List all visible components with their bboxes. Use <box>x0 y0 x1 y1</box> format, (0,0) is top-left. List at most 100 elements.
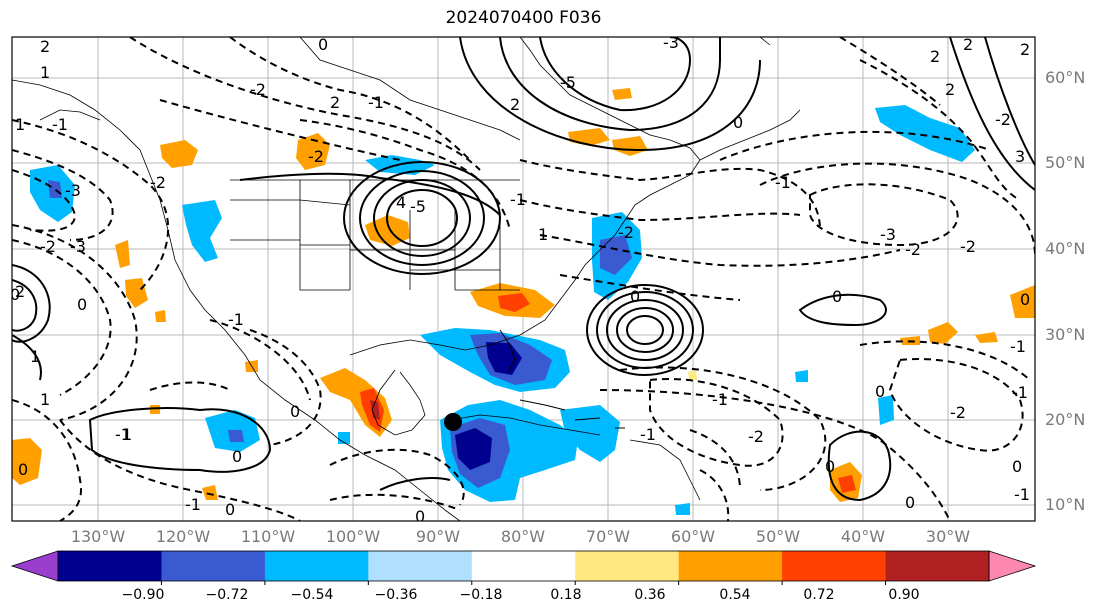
location-marker <box>444 413 462 431</box>
colorbar-swatch <box>161 551 266 581</box>
coastlines <box>12 37 801 521</box>
dashed-contours <box>12 37 1035 521</box>
lon-label-60w: 60°W <box>670 527 716 546</box>
colorbar-tick-label: 0.36 <box>634 587 666 603</box>
contour-label: -2 <box>40 237 56 256</box>
contour-label: 1 <box>40 63 50 82</box>
lon-label-110w: 110°W <box>240 527 296 546</box>
contour-label: -2 <box>618 223 634 242</box>
lon-label-50w: 50°W <box>755 527 801 546</box>
contour-label: 2 <box>945 80 955 99</box>
contour-label: -1 <box>228 310 244 329</box>
colorbar-swatch <box>575 551 680 581</box>
contour-label: 1 <box>30 347 40 366</box>
lat-label-30n: 30°N <box>1045 325 1086 344</box>
contour-labels: 2 2 0 -1 2 1 2 -3 2 2 -5 -2 2 -2 -1 1 0 … <box>12 33 1030 526</box>
colorbar-tick-label: −0.36 <box>374 587 418 603</box>
colorbar-tick-label: 0.72 <box>803 587 835 603</box>
contour-label: -1 <box>510 190 526 209</box>
colorbar-under-extension <box>10 550 59 582</box>
colorbar-swatch <box>58 551 162 581</box>
contour-label: -5 <box>560 73 576 92</box>
map-title: 2024070400 F036 <box>445 8 602 28</box>
contour-label: -2 <box>960 237 976 256</box>
solid-contours <box>12 37 1035 502</box>
contour-label: 0 <box>77 295 87 314</box>
colorbar-swatch <box>471 551 576 581</box>
contour-label: -1 <box>185 495 201 514</box>
contour-label: 0 <box>825 457 835 476</box>
contour-label: -2 <box>748 427 764 446</box>
contour-label: 0 <box>905 493 915 512</box>
colorbar-frame <box>57 550 990 582</box>
contour-label: -2 <box>905 240 921 259</box>
lon-label-30w: 30°W <box>925 527 971 546</box>
colorbar-swatch <box>678 551 783 581</box>
contour-label: 0 <box>630 287 640 306</box>
contour-label: 0 <box>318 35 328 54</box>
contour-label: 2 <box>510 95 520 114</box>
contour-label: 2 <box>330 93 340 112</box>
lat-label-40n: 40°N <box>1045 239 1086 258</box>
colorbar-tick-label: −0.18 <box>459 587 503 603</box>
colorbar-tick-label: −0.72 <box>205 587 249 603</box>
lat-label-20n: 20°N <box>1045 410 1086 429</box>
contour-label: 1 <box>538 225 548 244</box>
contour-label: -1 <box>775 173 791 192</box>
contour-label: 0 <box>1012 457 1022 476</box>
contour-label: 2 <box>963 35 973 54</box>
contour-label: 3 <box>1015 147 1025 166</box>
lat-label-10n: 10°N <box>1045 495 1086 514</box>
contour-label: -3 <box>663 33 679 52</box>
contour-label: -3 <box>880 225 896 244</box>
contour-label: -1 <box>115 425 131 444</box>
contour-label: 0 <box>18 460 28 479</box>
contour-label: 0 <box>832 287 842 306</box>
colorbar-tick-label: 0.18 <box>550 587 582 603</box>
contour-label: 2 <box>40 37 50 56</box>
colorbar-swatch <box>782 551 887 581</box>
contour-label: -2 <box>308 147 324 166</box>
contour-label: 0 <box>290 402 300 421</box>
contour-label: -1 <box>1014 485 1030 504</box>
colorbar-swatch <box>264 551 369 581</box>
contour-label: -5 <box>410 197 426 216</box>
contour-label: -3 <box>65 181 81 200</box>
colorbar-swatch <box>885 551 990 581</box>
contour-label: -1 <box>368 93 384 112</box>
colorbar-swatch <box>368 551 473 581</box>
contour-label: 1 <box>122 425 132 444</box>
lon-label-130w: 130°W <box>70 527 126 546</box>
caribbean-islands <box>499 329 625 429</box>
contour-label: -2 <box>950 403 966 422</box>
contour-label: -2 <box>995 110 1011 129</box>
contour-label: -1 <box>640 425 656 444</box>
colorbar-tick-label: −0.54 <box>290 587 334 603</box>
contour-label: 0 <box>1020 290 1030 309</box>
contour-label: -1 <box>52 115 68 134</box>
colorbar-tick-label: −0.90 <box>121 587 165 603</box>
contour-label: 2 <box>15 282 25 301</box>
contour-label: 2 <box>930 47 940 66</box>
lat-label-50n: 50°N <box>1045 153 1086 172</box>
lon-label-70w: 70°W <box>585 527 631 546</box>
lat-label-60n: 60°N <box>1045 68 1086 87</box>
contour-label: -1 <box>712 390 728 409</box>
contour-label: 0 <box>415 507 425 526</box>
contour-label: -3 <box>70 237 86 256</box>
contour-label: -1 <box>1012 383 1028 402</box>
colorbar <box>10 550 1037 585</box>
contour-label: 0 <box>733 113 743 132</box>
contour-label: 0 <box>875 382 885 401</box>
colorbar-tick-label: 0.54 <box>719 587 751 603</box>
colorbar-over-extension <box>988 550 1037 582</box>
contour-label: 0 <box>232 447 242 466</box>
contour-label: -2 <box>250 80 266 99</box>
map-frame <box>11 36 1036 522</box>
contour-label: 4 <box>396 193 406 212</box>
contour-label: 1 <box>40 390 50 409</box>
contour-label: -2 <box>150 173 166 192</box>
contour-label: 1 <box>15 115 25 134</box>
lon-label-90w: 90°W <box>415 527 461 546</box>
